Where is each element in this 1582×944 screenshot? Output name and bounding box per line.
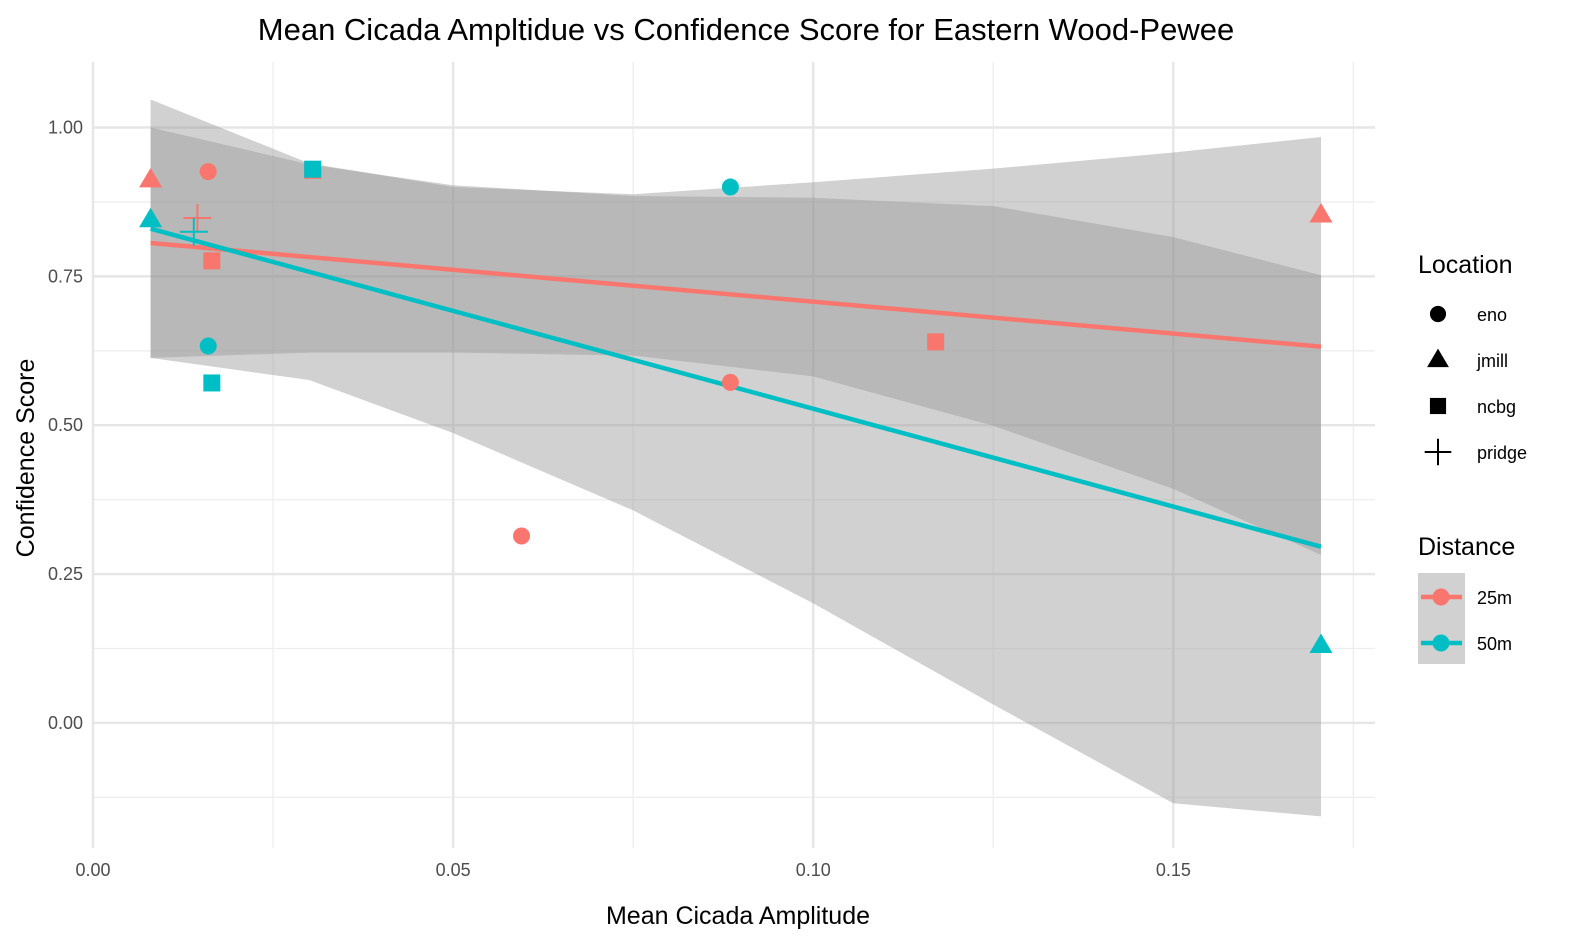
fit-line-25m xyxy=(150,240,1322,349)
data-point-pridge-25m xyxy=(183,204,212,233)
data-point-eno-50m xyxy=(199,337,217,355)
x-tick-label: 0.05 xyxy=(436,860,471,880)
data-points xyxy=(139,160,1333,653)
legend-dot-50m xyxy=(1432,634,1450,652)
x-tick-label: 0.15 xyxy=(1156,860,1191,880)
data-point-eno-50m xyxy=(721,178,739,196)
legend-label-pridge: pridge xyxy=(1477,443,1527,463)
y-tick-label: 0.75 xyxy=(48,266,83,286)
data-point-eno-25m xyxy=(721,373,739,391)
legend-distance: Distance 25m 50m xyxy=(1418,533,1515,664)
legend-distance-title: Distance xyxy=(1418,533,1515,561)
legend-location-title: Location xyxy=(1418,251,1513,279)
data-point-eno-25m xyxy=(199,163,217,181)
data-point-pridge-50m xyxy=(179,217,208,246)
y-tick-label: 0.50 xyxy=(48,415,83,435)
data-point-jmill-25m xyxy=(139,167,163,188)
legend-key-ncbg xyxy=(1429,397,1447,415)
data-point-eno-25m xyxy=(513,527,531,545)
confidence-band-50m xyxy=(150,99,1322,817)
y-axis-ticks: 0.00 0.25 0.50 0.75 1.00 xyxy=(48,118,83,733)
legend-key-pridge xyxy=(1424,438,1452,466)
data-point-ncbg-25m xyxy=(927,333,945,351)
x-tick-label: 0.10 xyxy=(796,860,831,880)
y-tick-label: 0.25 xyxy=(48,564,83,584)
legend-label-ncbg: ncbg xyxy=(1477,397,1516,417)
confidence-bands xyxy=(150,99,1322,817)
legend-label-eno: eno xyxy=(1477,305,1507,325)
data-point-jmill-25m xyxy=(1309,203,1333,223)
data-point-ncbg-25m xyxy=(203,252,221,270)
chart-title: Mean Cicada Ampltidue vs Confidence Scor… xyxy=(258,12,1234,47)
legend-key-jmill xyxy=(1427,348,1449,368)
x-axis-ticks: 0.00 0.05 0.10 0.15 xyxy=(75,860,1190,880)
legend-label-jmill: jmill xyxy=(1476,351,1508,371)
data-point-jmill-50m xyxy=(1309,633,1333,653)
legend-key-eno xyxy=(1429,305,1447,323)
data-point-ncbg-50m xyxy=(304,160,322,178)
confidence-band-25m xyxy=(150,127,1322,555)
y-axis-title: Confidence Score xyxy=(12,359,40,558)
data-point-ncbg-50m xyxy=(203,374,221,392)
legend-label-25m: 25m xyxy=(1477,588,1512,608)
legend-location: Location eno jmill ncbg pridge xyxy=(1418,251,1527,466)
data-point-jmill-50m xyxy=(139,207,163,228)
y-tick-label: 0.00 xyxy=(48,713,83,733)
grid xyxy=(91,62,1375,848)
legend-label-50m: 50m xyxy=(1477,634,1512,654)
legend-dot-25m xyxy=(1432,588,1450,606)
x-axis-title: Mean Cicada Amplitude xyxy=(606,902,870,930)
y-tick-label: 1.00 xyxy=(48,118,83,138)
x-tick-label: 0.00 xyxy=(75,860,110,880)
